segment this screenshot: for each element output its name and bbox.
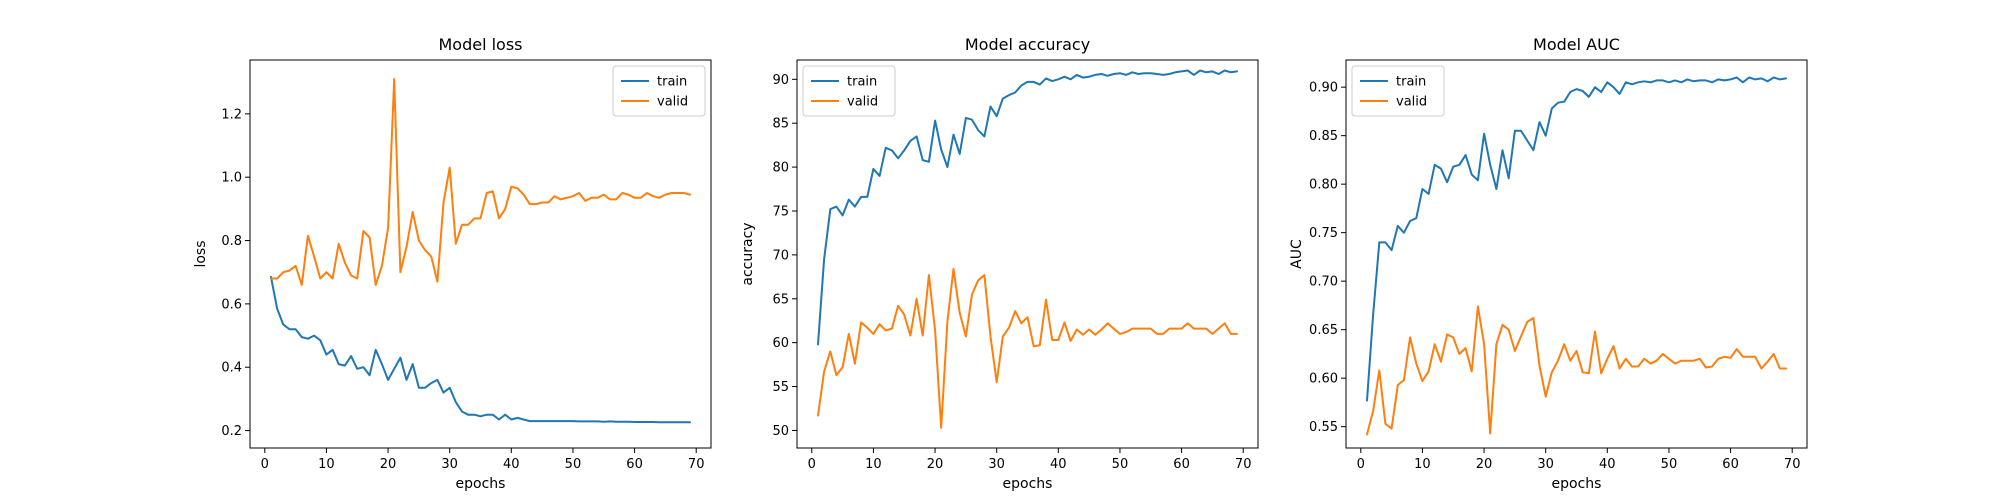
y-tick-label: 50 <box>772 424 789 439</box>
legend-box <box>802 65 896 117</box>
x-tick-label: 10 <box>1414 457 1431 472</box>
x-axis-label: epochs <box>456 476 506 492</box>
x-tick-label: 0 <box>261 457 269 472</box>
x-tick-label: 60 <box>1173 457 1190 472</box>
y-tick-label: 0.8 <box>221 234 242 249</box>
x-tick-label: 50 <box>1112 457 1129 472</box>
y-axis-label: accuracy <box>740 222 756 285</box>
y-tick-label: 55 <box>772 380 789 395</box>
x-axis-label: epochs <box>1552 476 1602 492</box>
x-tick-label: 30 <box>988 457 1005 472</box>
y-tick-label: 90 <box>772 73 789 88</box>
x-tick-label: 70 <box>1784 457 1801 472</box>
series-line-valid <box>817 267 1238 429</box>
y-tick-label: 0.85 <box>1309 129 1338 144</box>
y-tick-label: 0.55 <box>1309 420 1338 435</box>
axes-frame <box>249 59 712 449</box>
y-tick-label: 0.80 <box>1309 178 1338 193</box>
x-tick-label: 50 <box>1661 457 1678 472</box>
y-tick-label: 0.70 <box>1309 275 1338 290</box>
chart-model-auc: 0 10 20 30 40 50 60 70 0.55 0.60 0.65 0.70 0.75 0.80 0… <box>1289 35 1808 492</box>
y-tick-label: 0.65 <box>1309 323 1338 338</box>
y-axis-label: loss <box>193 240 209 267</box>
x-tick-label: 70 <box>1235 457 1252 472</box>
x-tick-label: 10 <box>318 457 335 472</box>
legend-label-train: train <box>657 75 687 90</box>
legend-label-valid: valid <box>847 95 878 110</box>
x-tick-label: 30 <box>1537 457 1554 472</box>
series-line-valid <box>1366 305 1787 436</box>
y-tick-label: 75 <box>772 204 789 219</box>
y-tick-label: 60 <box>772 336 789 351</box>
chart-model-accuracy: 0 10 20 30 40 50 60 70 50 55 60 65 70 75 80 85 90 Model a… <box>740 35 1259 492</box>
legend-label-train: train <box>847 75 877 90</box>
legend: train valid <box>802 65 896 117</box>
x-tick-label: 0 <box>808 457 816 472</box>
chart-title: Model AUC <box>1533 35 1620 54</box>
x-tick-label: 20 <box>927 457 944 472</box>
y-tick-label: 65 <box>772 292 789 307</box>
x-tick-label: 50 <box>565 457 582 472</box>
y-axis-label: AUC <box>1289 239 1305 269</box>
y-tick-label: 70 <box>772 248 789 263</box>
x-tick-label: 40 <box>1050 457 1067 472</box>
x-tick-label: 20 <box>1476 457 1493 472</box>
x-tick-label: 20 <box>380 457 397 472</box>
series-line-valid <box>270 78 691 286</box>
legend-label-valid: valid <box>657 95 688 110</box>
x-tick-label: 0 <box>1357 457 1365 472</box>
x-tick-label: 10 <box>865 457 882 472</box>
y-tick-label: 80 <box>772 161 789 176</box>
x-tick-label: 70 <box>688 457 705 472</box>
y-tick-label: 85 <box>772 117 789 132</box>
chart-model-loss: 0 10 20 30 40 50 60 70 0.2 0.4 0.6 0.8 1.0 1.2 Model l… <box>193 35 712 492</box>
axes-frame <box>1345 59 1808 449</box>
axes-frame <box>796 59 1259 449</box>
y-tick-label: 0.90 <box>1309 81 1338 96</box>
series-line-train <box>817 69 1238 346</box>
chart-title: Model loss <box>438 35 522 54</box>
legend: train valid <box>612 65 706 117</box>
chart-title: Model accuracy <box>965 35 1090 54</box>
x-tick-label: 60 <box>1722 457 1739 472</box>
legend-label-train: train <box>1396 75 1426 90</box>
y-tick-label: 0.2 <box>221 424 242 439</box>
legend-box <box>1351 65 1445 117</box>
x-axis-label: epochs <box>1003 476 1053 492</box>
x-tick-label: 40 <box>1599 457 1616 472</box>
legend: train valid <box>1351 65 1445 117</box>
y-tick-label: 0.4 <box>221 361 242 376</box>
legend-label-valid: valid <box>1396 95 1427 110</box>
y-tick-label: 0.60 <box>1309 372 1338 387</box>
series-line-train <box>1366 76 1787 402</box>
x-tick-label: 40 <box>503 457 520 472</box>
x-tick-label: 30 <box>441 457 458 472</box>
y-tick-label: 0.75 <box>1309 226 1338 241</box>
y-tick-label: 0.6 <box>221 297 242 312</box>
x-tick-label: 60 <box>626 457 643 472</box>
y-tick-label: 1.0 <box>221 171 242 186</box>
series-line-train <box>270 276 691 424</box>
legend-box <box>612 65 706 117</box>
y-tick-label: 1.2 <box>221 107 242 122</box>
